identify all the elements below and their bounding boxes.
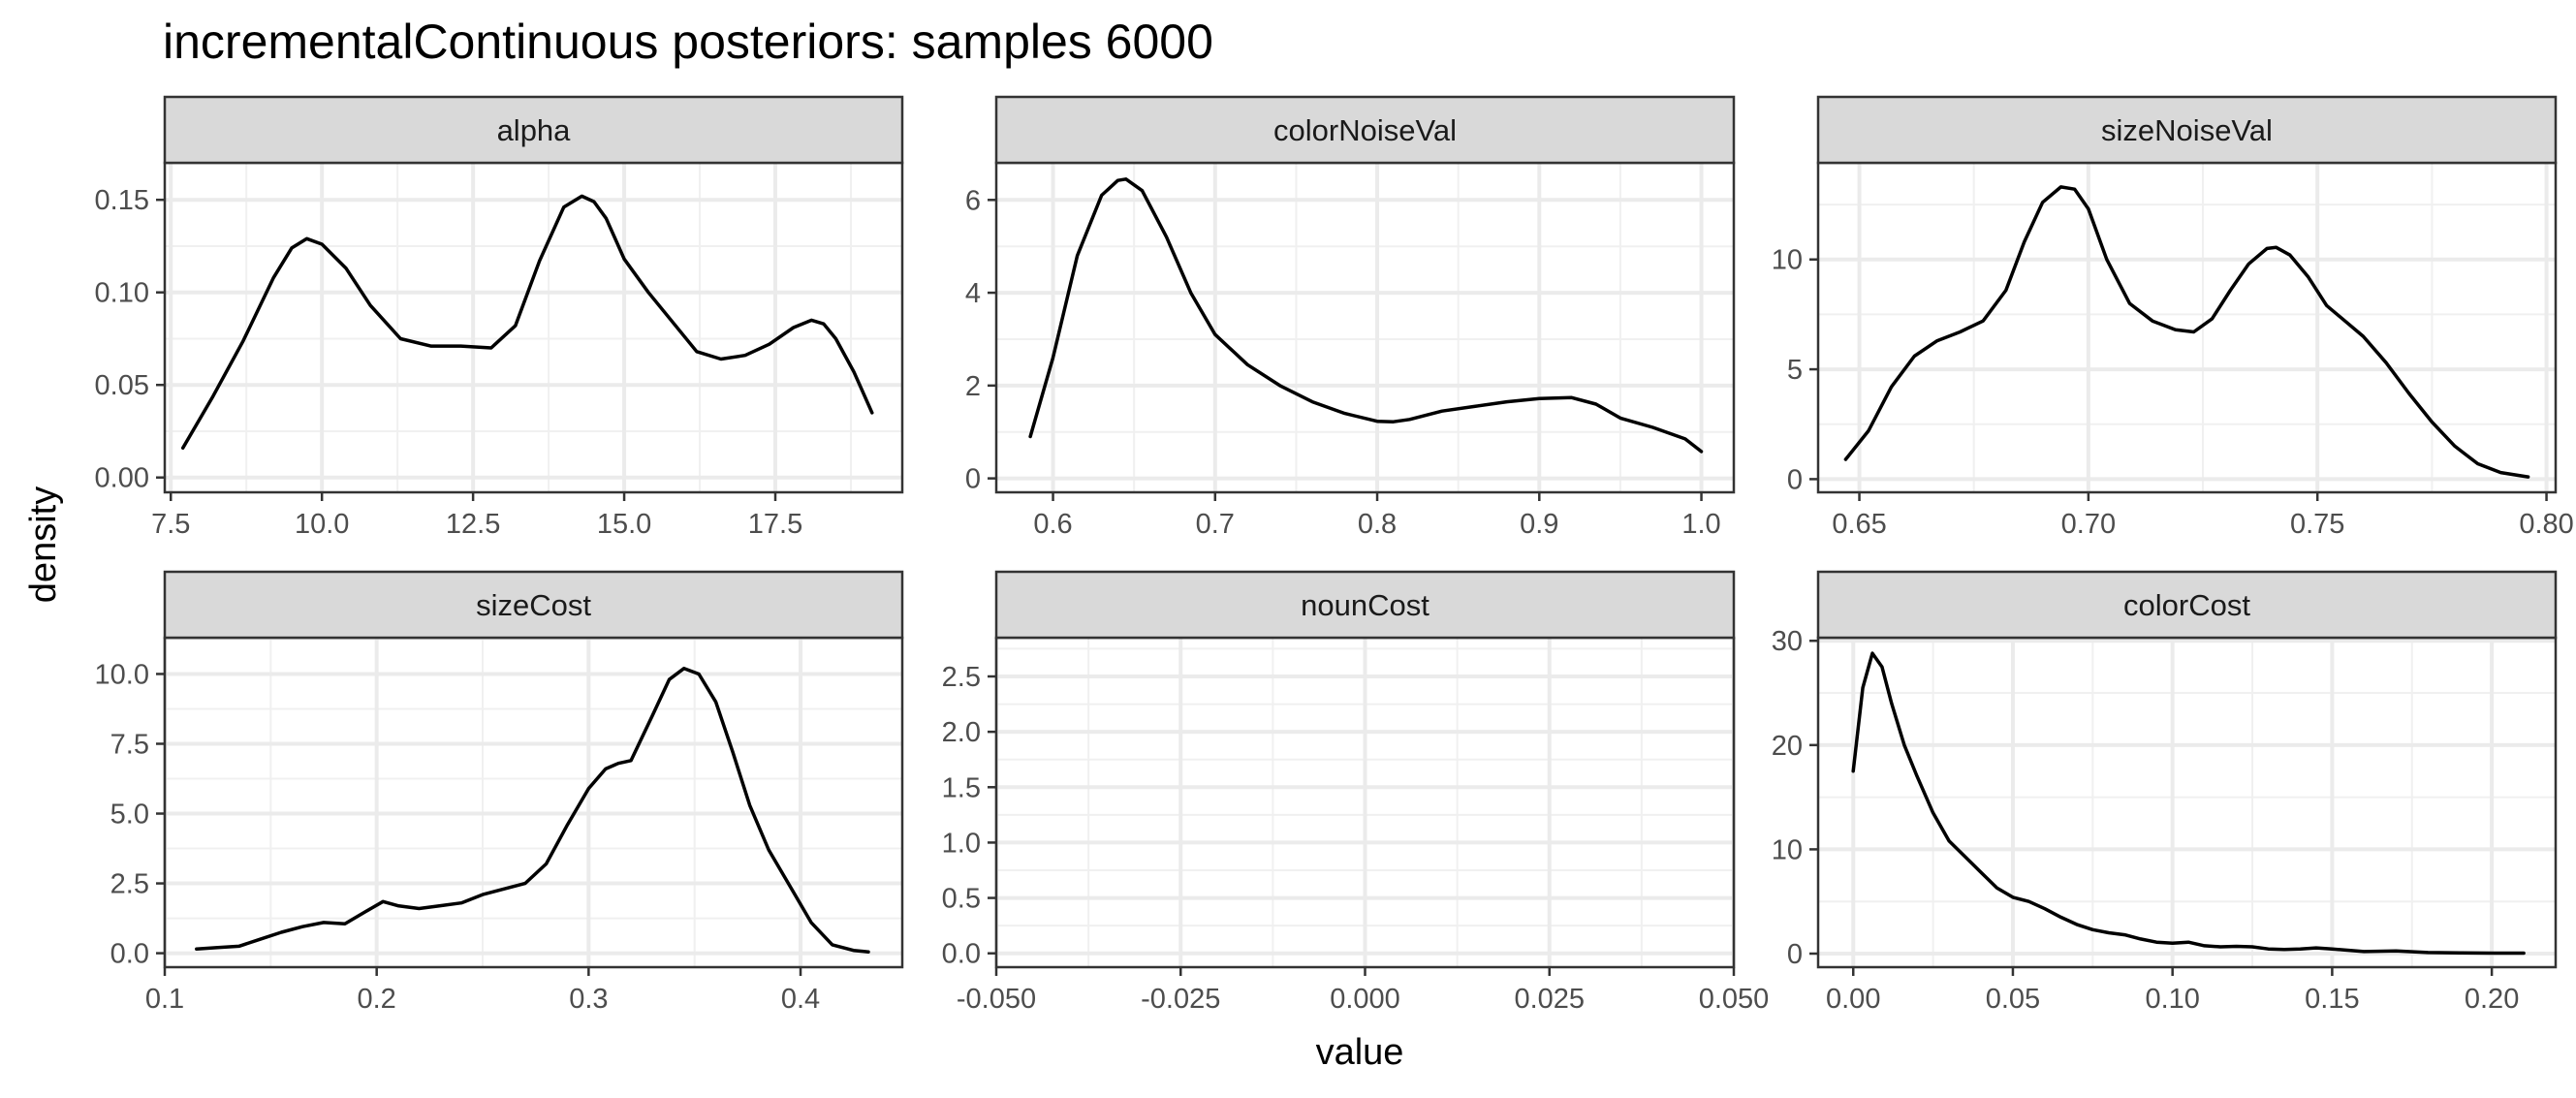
y-tick-label: 5 <box>1787 355 1803 386</box>
x-tick-label: 17.5 <box>748 509 802 540</box>
x-tick-label: -0.025 <box>1141 984 1220 1015</box>
facet-strip-label: sizeCost <box>476 588 591 622</box>
panel-sizeCost: sizeCost 0.1 0.2 0.3 0.4 0.0 2.5 5.0 7.5 10.0 <box>95 570 904 1015</box>
chart-title: incrementalContinuous posteriors: sample… <box>163 15 1213 69</box>
y-tick-label: 1.0 <box>942 828 981 859</box>
y-tick-label: 0.05 <box>95 370 149 401</box>
x-tick-label: -0.050 <box>957 984 1036 1015</box>
facet-strip <box>1816 570 2558 640</box>
x-tick-label: 0.00 <box>1826 984 1880 1015</box>
x-tick-label: 1.0 <box>1681 509 1720 540</box>
facet-strip-label: alpha <box>497 113 572 147</box>
y-tick-label: 1.5 <box>942 772 981 803</box>
facet-strip-label: colorNoiseVal <box>1273 113 1457 147</box>
y-tick-label: 10 <box>1772 834 1803 865</box>
y-tick-label: 0 <box>1787 464 1803 495</box>
facet-strip <box>1816 95 2558 165</box>
x-tick-label: 0.025 <box>1514 984 1585 1015</box>
x-tick-label: 10.0 <box>295 509 349 540</box>
y-tick-label: 0 <box>965 464 981 495</box>
facet-strip <box>163 570 904 640</box>
y-tick-label: 30 <box>1772 626 1803 657</box>
density-line-colorNoiseVal <box>1028 177 1704 454</box>
density-line-alpha <box>180 194 874 450</box>
panel-colorCost: colorCost 0.00 0.05 0.10 0.15 0.20 0 10 20 30 <box>1772 570 2558 1015</box>
x-tick-label: 12.5 <box>446 509 500 540</box>
x-tick-label: 0.1 <box>145 984 184 1015</box>
panel-background <box>996 163 1734 492</box>
density-line-sizeCost <box>195 666 870 954</box>
x-tick-label: 0.75 <box>2290 509 2344 540</box>
x-tick-label: 0.10 <box>2145 984 2199 1015</box>
facet-strip <box>994 570 1736 640</box>
y-tick-label: 0.5 <box>942 884 981 915</box>
x-tick-label: 0.80 <box>2519 509 2573 540</box>
x-tick-label: 0.70 <box>2061 509 2116 540</box>
x-tick-label: 0.000 <box>1330 984 1400 1015</box>
y-axis-label: density <box>23 486 64 603</box>
y-tick-label: 0 <box>1787 939 1803 970</box>
y-tick-label: 20 <box>1772 731 1803 762</box>
x-tick-label: 0.05 <box>1986 984 2040 1015</box>
density-line-sizeNoiseVal <box>1843 185 2530 479</box>
panel-background <box>165 638 902 967</box>
panel-nounCost: nounCost -0.050 -0.025 0.000 0.025 0.050 0.0 0.… <box>942 570 1770 1015</box>
panel-background <box>165 163 902 492</box>
y-tick-label: 0.00 <box>95 463 149 494</box>
x-tick-label: 0.9 <box>1520 509 1558 540</box>
y-tick-label: 10 <box>1772 245 1803 276</box>
y-tick-label: 10.0 <box>95 659 149 690</box>
x-tick-label: 0.7 <box>1196 509 1235 540</box>
panel-sizeNoiseVal: sizeNoiseVal 0.65 0.70 0.75 0.80 0 5 10 <box>1772 95 2574 540</box>
x-tick-label: 0.2 <box>358 984 396 1015</box>
y-tick-label: 0.15 <box>95 185 149 216</box>
x-tick-label: 0.8 <box>1358 509 1397 540</box>
y-tick-label: 5.0 <box>110 800 149 831</box>
panel-background <box>1818 163 2556 492</box>
x-tick-label: 0.050 <box>1699 984 1770 1015</box>
y-tick-label: 2 <box>965 371 981 402</box>
facet-strip-label: nounCost <box>1301 588 1429 622</box>
panel-alpha: alpha 7.5 10.0 12.5 15.0 17.5 0.00 0.05 0.10 0.15 <box>95 95 904 540</box>
density-line-colorCost <box>1851 651 2526 956</box>
y-tick-label: 2.5 <box>942 662 981 693</box>
y-tick-label: 0.10 <box>95 278 149 309</box>
x-tick-label: 0.6 <box>1033 509 1072 540</box>
y-tick-label: 7.5 <box>110 729 149 760</box>
x-tick-label: 0.3 <box>569 984 608 1015</box>
x-tick-label: 7.5 <box>151 509 190 540</box>
facet-strip-label: sizeNoiseVal <box>2101 113 2273 147</box>
y-tick-label: 0.0 <box>942 939 981 970</box>
facet-strip-label: colorCost <box>2123 588 2250 622</box>
x-tick-label: 0.20 <box>2465 984 2519 1015</box>
x-tick-label: 0.4 <box>781 984 820 1015</box>
x-axis-label: value <box>1316 1032 1404 1073</box>
y-tick-label: 2.5 <box>110 869 149 900</box>
y-tick-label: 6 <box>965 185 981 216</box>
y-tick-label: 0.0 <box>110 939 149 970</box>
panel-colorNoiseVal: colorNoiseVal 0.6 0.7 0.8 0.9 1.0 0 2 4 6 <box>965 95 1736 540</box>
x-tick-label: 0.15 <box>2305 984 2359 1015</box>
y-tick-label: 4 <box>965 278 981 309</box>
x-tick-label: 0.65 <box>1832 509 1886 540</box>
facet-strip <box>994 95 1736 165</box>
y-tick-label: 2.0 <box>942 717 981 748</box>
x-tick-label: 15.0 <box>597 509 651 540</box>
facet-strip <box>163 95 904 165</box>
